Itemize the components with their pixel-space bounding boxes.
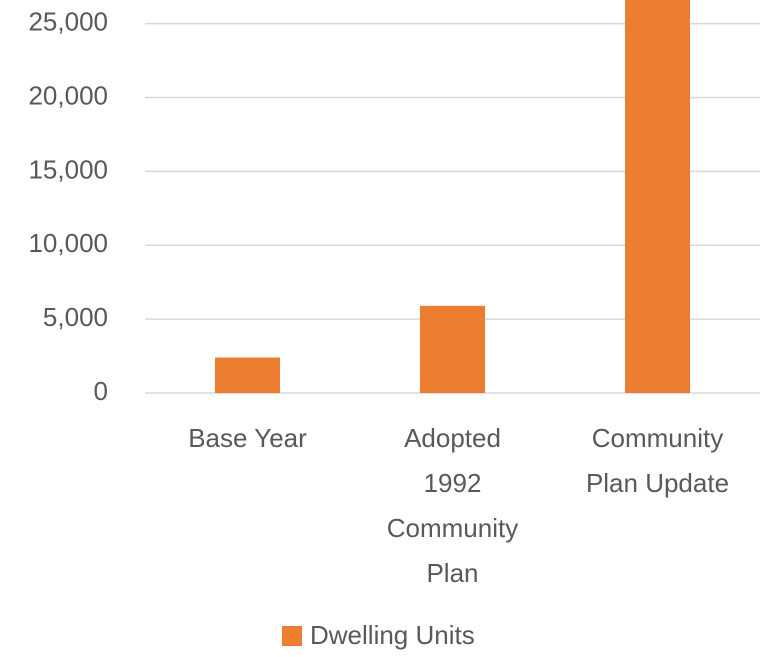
x-tick-label: Base Year (188, 423, 307, 453)
y-tick-label: 0 (94, 376, 108, 406)
y-tick-label: 15,000 (28, 154, 108, 184)
x-tick-label: Adopted 1992 Community Plan (387, 423, 518, 588)
y-tick-label: 25,000 (28, 7, 108, 37)
bar (420, 305, 485, 393)
legend-swatch (282, 626, 302, 646)
legend-label: Dwelling Units (310, 620, 475, 650)
x-tick-label: Community Plan Update (586, 423, 729, 498)
bar (625, 0, 690, 393)
y-tick-label: 20,000 (28, 80, 108, 110)
bar (215, 357, 280, 393)
y-tick-label: 10,000 (28, 228, 108, 258)
y-tick-label: 5,000 (43, 302, 108, 332)
